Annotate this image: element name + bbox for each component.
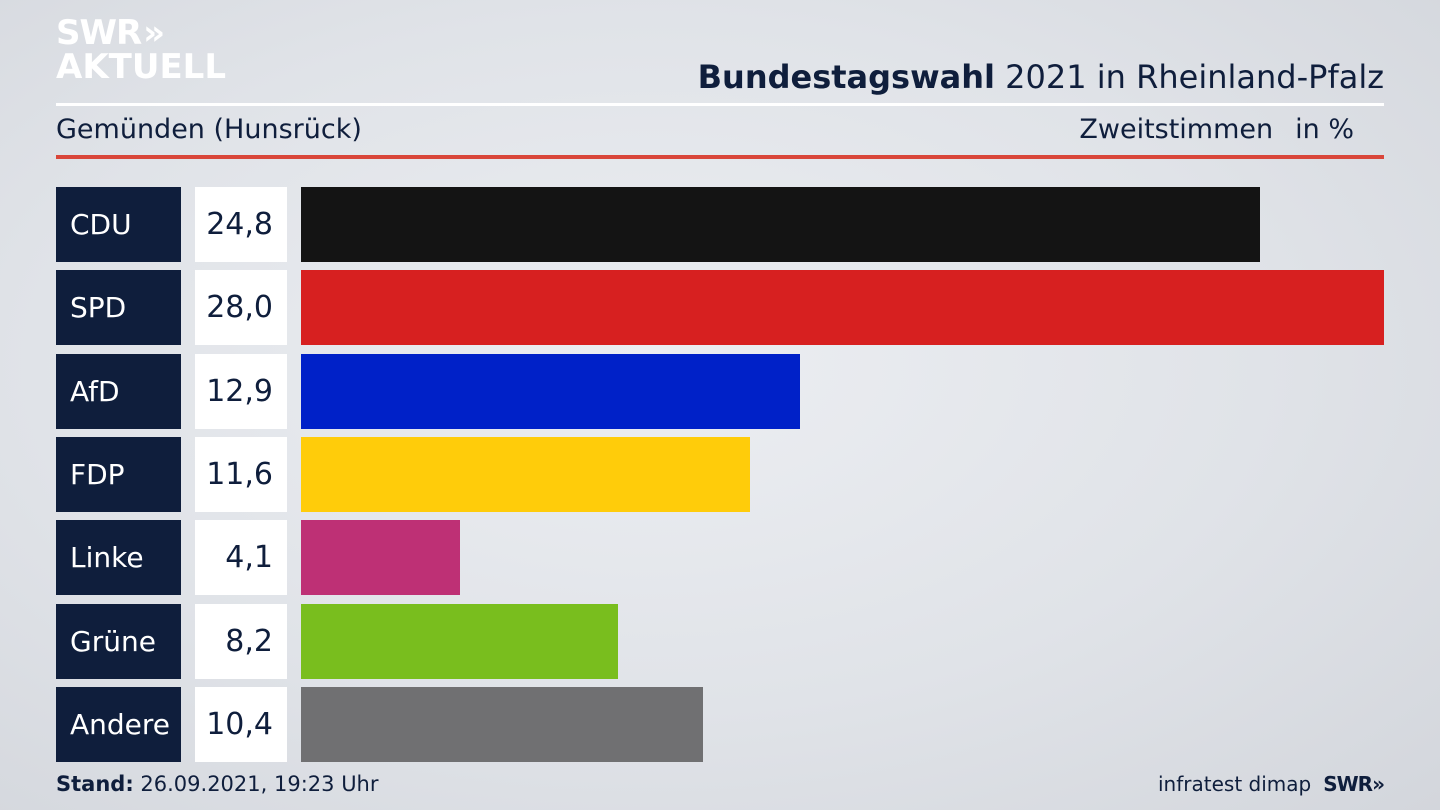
bar <box>301 270 1384 346</box>
bar <box>301 686 704 762</box>
unit-label: in % <box>1295 114 1354 145</box>
value-label: 28,0 <box>195 270 287 346</box>
logo-aktuell-text: AKTUELL <box>56 47 227 87</box>
bar-row: FDP 11,6 <box>56 436 1384 512</box>
bar-row: Grüne 8,2 <box>56 603 1384 679</box>
value-label: 24,8 <box>195 187 287 262</box>
bar-row: AfD 12,9 <box>56 353 1384 429</box>
stand-value: 26.09.2021, 19:23 Uhr <box>140 772 379 796</box>
party-label: Linke <box>56 520 181 596</box>
bar-chart: CDU 24,8 SPD 28,0 AfD 12,9 FDP 11,6 Linke 4,1 Grün… <box>56 187 1384 762</box>
party-label: FDP <box>56 436 181 512</box>
swr-brand-text: SWR <box>1323 772 1373 796</box>
bar <box>301 436 750 512</box>
bar <box>301 353 800 429</box>
subheader-divider <box>56 155 1384 159</box>
value-label: 12,9 <box>195 353 287 429</box>
party-label: Grüne <box>56 603 181 679</box>
title-divider <box>56 103 1384 106</box>
swr-brand-logo: SWR» <box>1323 772 1385 796</box>
logo-swr-text: SWR <box>56 13 142 53</box>
value-label: 10,4 <box>195 686 287 762</box>
chart-title-rest: 2021 in Rheinland-Pfalz <box>1005 58 1384 96</box>
party-label: CDU <box>56 187 181 262</box>
logo-arrows-icon: » <box>143 13 165 53</box>
bar <box>301 187 1261 262</box>
swr-aktuell-logo: SWR » AKTUELL <box>56 16 226 84</box>
bar <box>301 603 619 679</box>
bar-row: CDU 24,8 <box>56 187 1384 262</box>
bar-row: SPD 28,0 <box>56 270 1384 346</box>
bar <box>301 520 460 596</box>
party-label: Andere <box>56 686 181 762</box>
bar-row: Andere 10,4 <box>56 686 1384 762</box>
source-label: infratest dimap <box>1158 772 1312 796</box>
chart-title-bold: Bundestagswahl <box>697 58 995 96</box>
stand-label: Stand: <box>56 772 134 796</box>
value-label: 4,1 <box>195 520 287 596</box>
party-label: AfD <box>56 353 181 429</box>
location-label: Gemünden (Hunsrück) <box>56 114 362 145</box>
vote-type-header: Zweitstimmen in % <box>1079 114 1354 145</box>
chart-title: Bundestagswahl 2021 in Rheinland-Pfalz <box>698 58 1384 96</box>
swr-brand-arrows-icon: » <box>1372 772 1385 796</box>
party-label: SPD <box>56 270 181 346</box>
vote-type-label: Zweitstimmen <box>1079 114 1274 145</box>
source-credit: infratest dimap SWR» <box>1158 772 1385 796</box>
value-label: 8,2 <box>195 603 287 679</box>
bar-row: Linke 4,1 <box>56 520 1384 596</box>
timestamp: Stand: 26.09.2021, 19:23 Uhr <box>56 772 379 796</box>
value-label: 11,6 <box>195 436 287 512</box>
